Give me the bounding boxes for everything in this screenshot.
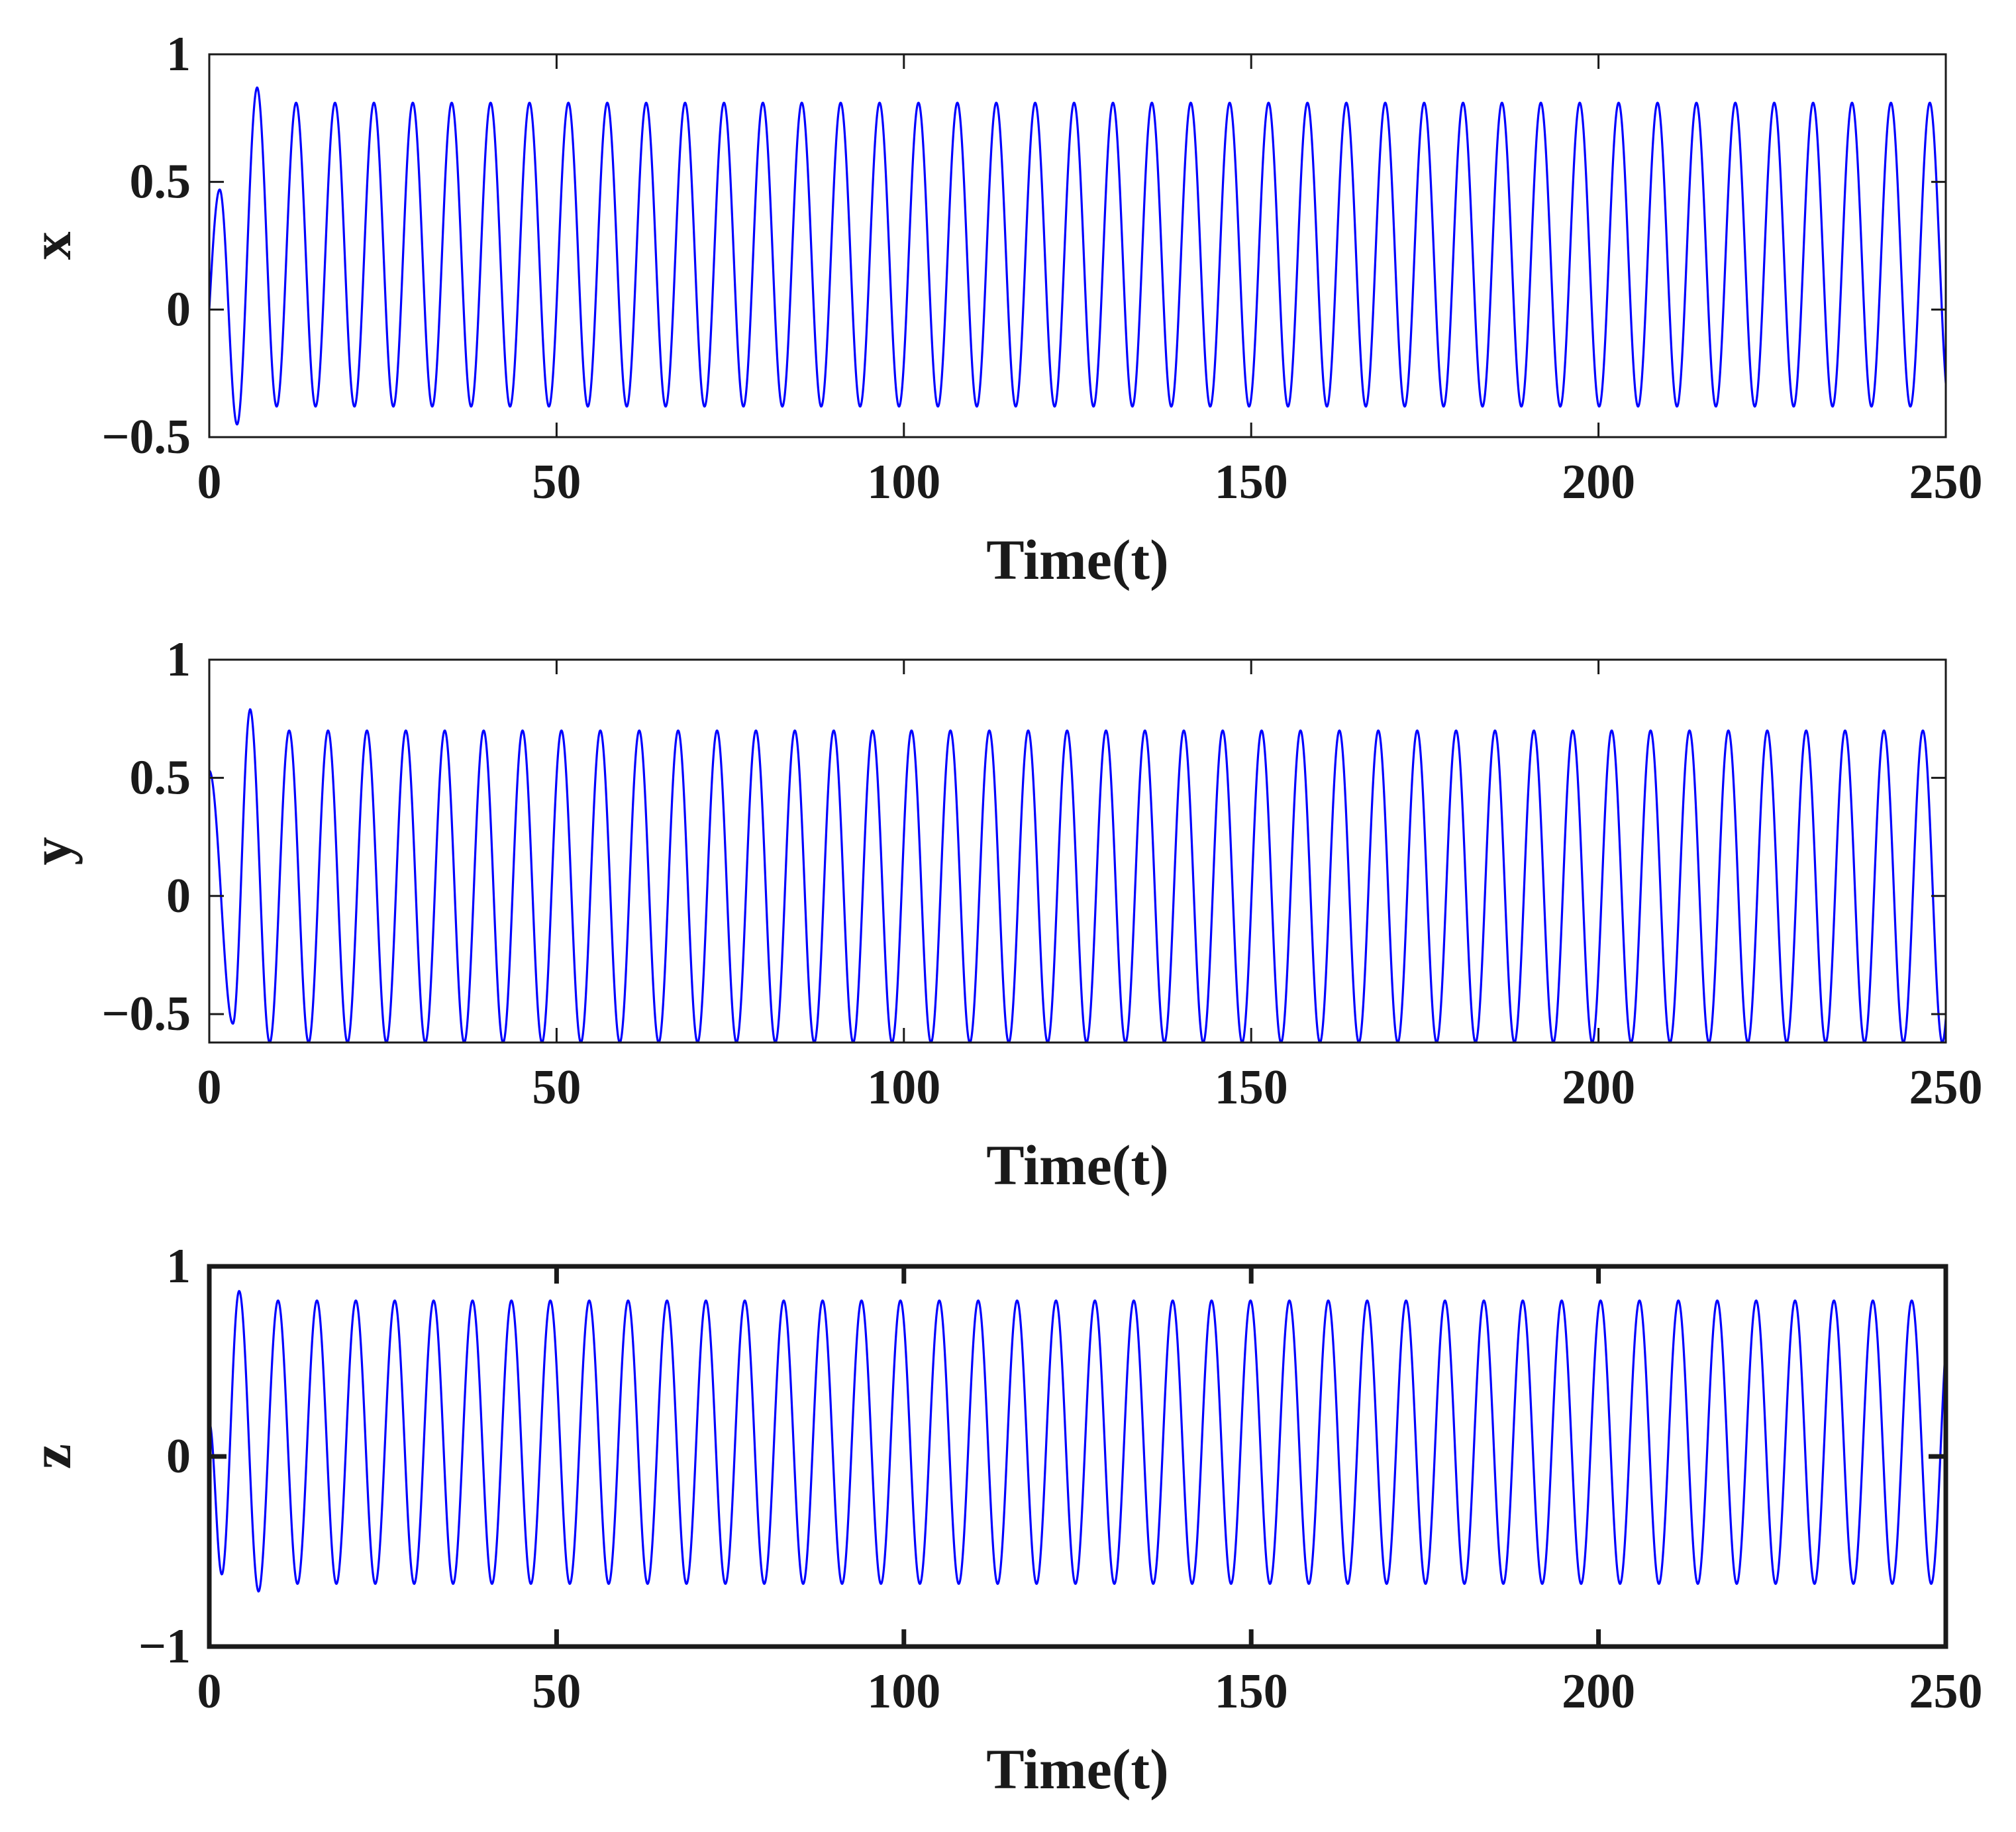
- x-axis-label: Time(t): [986, 528, 1168, 591]
- y-axis-label: x: [19, 232, 83, 260]
- x-tick-label: 250: [1909, 1664, 1983, 1719]
- x-tick-label: 200: [1562, 455, 1635, 509]
- y-tick-label: 1: [166, 1239, 191, 1294]
- x-tick-label: 250: [1909, 1060, 1983, 1115]
- axes-frame: [208, 658, 1947, 1044]
- series-line-z: [209, 1290, 1946, 1593]
- y-tick-label: 1: [166, 27, 191, 81]
- y-tick-label: −0.5: [101, 410, 191, 464]
- x-tick-label: 150: [1215, 1060, 1288, 1115]
- x-tick-label: 100: [867, 455, 940, 509]
- x-axis-label: Time(t): [986, 1133, 1168, 1197]
- series-line-y: [209, 708, 1946, 1043]
- x-tick-label: 100: [867, 1664, 940, 1719]
- series-line-x: [209, 86, 1946, 426]
- x-tick-label: 0: [197, 1060, 222, 1115]
- y-tick-label: 0: [166, 282, 191, 336]
- y-tick-label: 0: [166, 1429, 191, 1484]
- x-tick-label: 100: [867, 1060, 940, 1115]
- y-tick-label: 0.5: [130, 750, 191, 805]
- y-tick-label: 1: [166, 633, 191, 687]
- x-tick-label: 0: [197, 455, 222, 509]
- x-tick-label: 150: [1215, 1664, 1288, 1719]
- x-tick-label: 200: [1562, 1060, 1635, 1115]
- x-tick-label: 250: [1909, 455, 1983, 509]
- y-axis-label: z: [19, 1444, 83, 1469]
- y-tick-label: 0: [166, 869, 191, 923]
- y-tick-label: −1: [138, 1619, 191, 1674]
- x-tick-label: 50: [532, 1060, 581, 1115]
- x-axis-label: Time(t): [986, 1737, 1168, 1801]
- y-axis-label: y: [19, 837, 83, 866]
- x-tick-label: 50: [532, 455, 581, 509]
- axes-frame: [208, 53, 1947, 438]
- y-tick-label: 0.5: [130, 155, 191, 209]
- x-tick-label: 200: [1562, 1664, 1635, 1719]
- x-tick-label: 50: [532, 1664, 581, 1719]
- y-tick-label: −0.5: [101, 987, 191, 1041]
- x-tick-label: 0: [197, 1664, 222, 1719]
- x-tick-label: 150: [1215, 455, 1288, 509]
